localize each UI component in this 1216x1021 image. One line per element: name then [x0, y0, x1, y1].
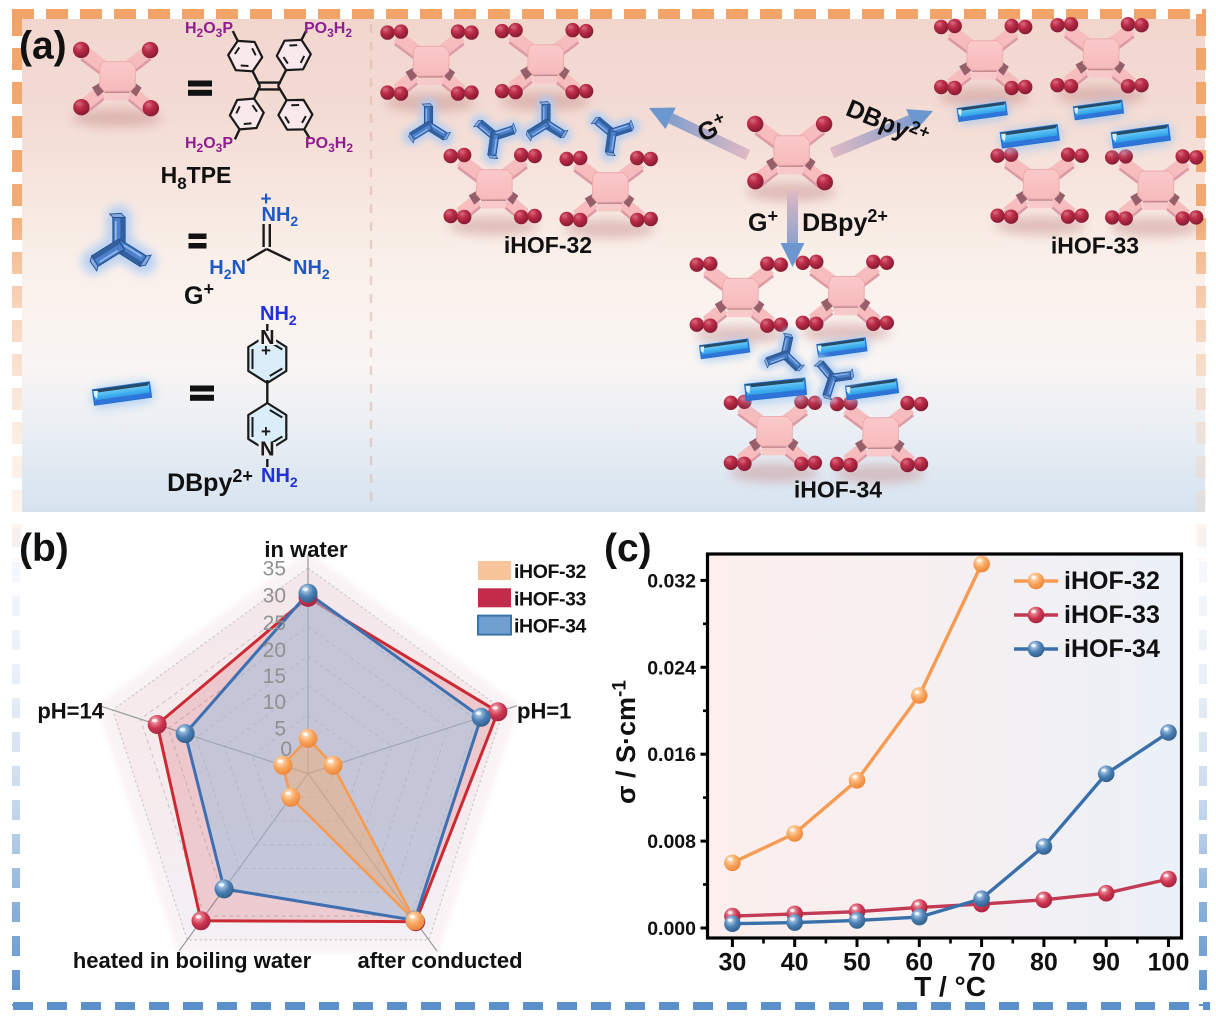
svg-text:0.000: 0.000 — [647, 918, 696, 940]
svg-text:G+: G+ — [184, 279, 214, 310]
svg-text:NH2: NH2 — [261, 465, 298, 490]
svg-text:(a): (a) — [19, 25, 67, 68]
svg-text:iHOF-33: iHOF-33 — [1064, 601, 1160, 629]
svg-text:H8TPE: H8TPE — [161, 162, 232, 193]
svg-text:10: 10 — [263, 691, 286, 714]
svg-text:after conducted: after conducted — [357, 948, 522, 973]
svg-text:25: 25 — [263, 612, 286, 635]
svg-text:100: 100 — [1148, 949, 1190, 977]
svg-text:in water: in water — [264, 537, 348, 562]
svg-text:iHOF-34: iHOF-34 — [1064, 635, 1160, 663]
svg-text:PO3H2: PO3H2 — [304, 20, 352, 40]
svg-text:5: 5 — [274, 718, 286, 741]
svg-text:0.008: 0.008 — [647, 831, 696, 853]
svg-text:G+: G+ — [748, 206, 778, 237]
svg-text:90: 90 — [1092, 949, 1120, 977]
svg-text:T / °C: T / °C — [914, 971, 986, 1002]
svg-text:H2O3P: H2O3P — [185, 20, 233, 40]
svg-text:+: + — [261, 341, 271, 360]
svg-text:iHOF-33: iHOF-33 — [514, 588, 587, 610]
svg-text:iHOF-32: iHOF-32 — [1064, 567, 1160, 595]
svg-text:N: N — [260, 327, 274, 349]
svg-text:H2O3P: H2O3P — [185, 135, 233, 155]
svg-text:70: 70 — [968, 949, 996, 977]
svg-text:(b): (b) — [19, 527, 69, 570]
svg-text:iHOF-32: iHOF-32 — [514, 561, 587, 583]
svg-text:PO3H2: PO3H2 — [305, 135, 353, 155]
svg-text:H2N: H2N — [209, 257, 246, 282]
svg-text:30: 30 — [718, 949, 746, 977]
svg-text:+: + — [261, 422, 271, 441]
svg-text:pH=1: pH=1 — [517, 699, 571, 724]
svg-text:20: 20 — [263, 639, 286, 662]
svg-text:NH2: NH2 — [262, 204, 299, 229]
svg-text:0.024: 0.024 — [647, 657, 696, 679]
svg-text:30: 30 — [263, 585, 286, 608]
svg-text:iHOF-32: iHOF-32 — [504, 232, 592, 258]
svg-text:40: 40 — [781, 949, 809, 977]
svg-text:N: N — [260, 439, 274, 461]
svg-text:60: 60 — [905, 949, 933, 977]
svg-text:15: 15 — [263, 665, 286, 688]
svg-text:iHOF-34: iHOF-34 — [794, 477, 882, 503]
svg-text:35: 35 — [263, 558, 286, 581]
svg-text:+: + — [260, 189, 271, 210]
svg-text:80: 80 — [1030, 949, 1058, 977]
svg-text:50: 50 — [843, 949, 871, 977]
svg-text:DBpy2+: DBpy2+ — [167, 466, 253, 497]
svg-text:0.032: 0.032 — [647, 570, 696, 592]
svg-text:(c): (c) — [604, 527, 652, 570]
svg-text:heated in boiling water: heated in boiling water — [73, 948, 312, 973]
svg-text:iHOF-33: iHOF-33 — [1051, 233, 1139, 259]
svg-text:DBpy2+: DBpy2+ — [802, 206, 888, 237]
svg-text:σ / S·cm-1: σ / S·cm-1 — [609, 680, 641, 804]
svg-text:0: 0 — [280, 738, 292, 761]
svg-text:pH=14: pH=14 — [37, 699, 104, 724]
svg-text:NH2: NH2 — [293, 257, 330, 282]
svg-text:0.016: 0.016 — [647, 744, 696, 766]
svg-text:NH2: NH2 — [260, 303, 297, 328]
svg-text:iHOF-34: iHOF-34 — [514, 616, 587, 638]
